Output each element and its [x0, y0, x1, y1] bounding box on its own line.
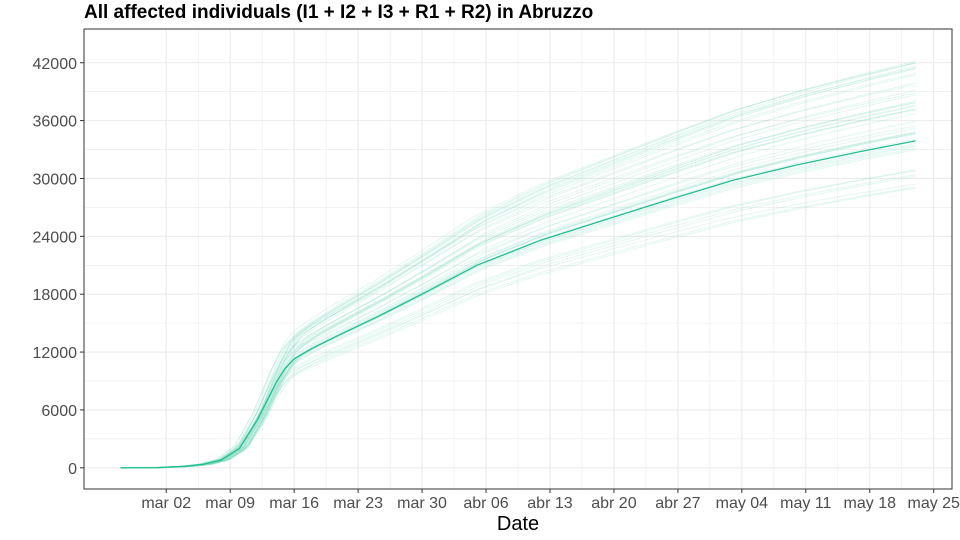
x-tick-label: mar 16 [269, 495, 319, 512]
ensemble-line [120, 93, 916, 469]
ensemble-line [120, 62, 916, 469]
y-tick-label: 24000 [33, 229, 78, 246]
ensemble-line [120, 82, 916, 469]
ensemble-lines [120, 60, 916, 469]
ensemble-line [120, 94, 916, 469]
ensemble-line [120, 102, 916, 469]
y-tick-label: 36000 [33, 114, 78, 131]
ensemble-line [120, 131, 916, 469]
ensemble-line [120, 149, 916, 469]
x-tick-label: may 11 [780, 495, 831, 512]
x-tick-label: mar 23 [333, 495, 383, 512]
ensemble-line [120, 105, 916, 469]
ensemble-line [120, 138, 916, 469]
ensemble-line [120, 144, 916, 469]
ensemble-line [120, 60, 916, 469]
x-tick-label: may 18 [844, 495, 897, 512]
y-tick-label: 0 [68, 461, 77, 478]
ensemble-line [120, 174, 916, 469]
ensemble-line [120, 62, 916, 469]
grid-minor [84, 29, 952, 489]
ensemble-line [120, 147, 916, 469]
ensemble-line [120, 85, 916, 469]
x-tick-label: abr 27 [655, 495, 700, 512]
panel-border [83, 28, 953, 490]
y-tick-label: 42000 [33, 56, 78, 73]
ensemble-line [120, 100, 916, 469]
ensemble-line [120, 133, 916, 469]
ensemble-line [120, 126, 916, 469]
x-tick-label: may 04 [716, 495, 769, 512]
ensemble-line [120, 131, 916, 469]
ensemble-line [120, 132, 916, 469]
ensemble-line [120, 127, 916, 469]
x-tick-label: mar 02 [141, 495, 191, 512]
x-tick-label: abr 13 [527, 495, 572, 512]
ensemble-line [120, 109, 916, 469]
x-tick-label: abr 20 [591, 495, 636, 512]
x-tick-label: mar 09 [205, 495, 255, 512]
ensemble-line [120, 67, 916, 469]
y-tick-label: 6000 [41, 403, 77, 420]
ensemble-line [120, 65, 916, 469]
ensemble-line [120, 187, 916, 469]
x-axis: mar 02 mar 09 mar 16 mar 23 mar 30 abr 06 abr … [141, 489, 960, 512]
y-tick-label: 30000 [33, 171, 78, 188]
x-tick-label: mar 30 [397, 495, 447, 512]
ensemble-line [120, 72, 916, 469]
ensemble-line [120, 175, 916, 469]
ensemble-line [120, 67, 916, 469]
main-series [120, 140, 916, 469]
x-tick-label: abr 06 [463, 495, 508, 512]
ensemble-line [120, 113, 916, 469]
main-series-line [120, 140, 916, 469]
ensemble-line [120, 186, 916, 469]
y-axis: 0 6000 12000 18000 24000 30000 36000 42000 [33, 56, 84, 478]
y-tick-label: 12000 [33, 345, 78, 362]
x-axis-title: Date [497, 513, 539, 535]
x-tick-label: may 25 [907, 495, 960, 512]
ensemble-line [120, 145, 916, 469]
ensemble-line [120, 109, 916, 469]
ensemble-line [120, 133, 916, 469]
ensemble-line [120, 120, 916, 469]
grid-major [84, 29, 952, 489]
ensemble-line [120, 104, 916, 469]
ensemble-line [120, 102, 916, 469]
chart-title: All affected individuals (I1 + I2 + I3 +… [84, 2, 594, 23]
ensemble-line [120, 184, 916, 469]
ensemble-line [120, 108, 916, 469]
ensemble-line [120, 89, 916, 469]
y-tick-label: 18000 [33, 287, 78, 304]
ensemble-line [120, 74, 916, 469]
ensemble-line [120, 170, 916, 469]
